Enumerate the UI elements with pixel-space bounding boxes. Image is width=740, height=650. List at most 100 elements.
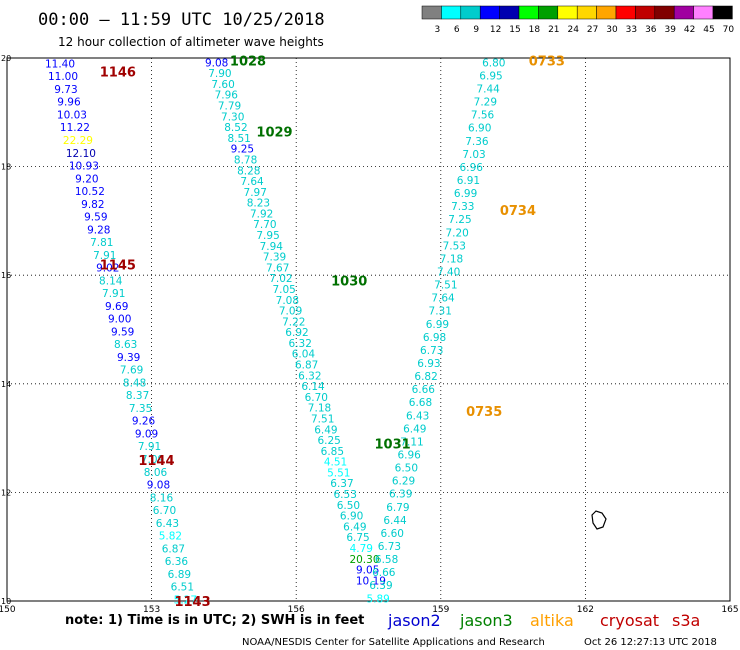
swh-point: 6.29 [392, 476, 415, 488]
time-label: 1143 [174, 595, 210, 610]
colorbar-swatch [576, 5, 597, 20]
swh-point: 7.67 [266, 262, 289, 274]
x-tick-label: 162 [577, 605, 594, 615]
colorbar-swatch [635, 5, 656, 20]
swh-point: 7.25 [448, 214, 471, 226]
legend-jason3: jason3 [459, 611, 513, 630]
swh-point: 8.78 [234, 154, 257, 166]
swh-point: 8.14 [99, 275, 123, 287]
swh-point: 9.69 [105, 301, 128, 313]
axis-ticks: 150 153 156 159 162 165 10 12 14 16 18 20 [0, 54, 739, 615]
swh-point: 6.51 [171, 582, 194, 594]
colorbar-swatch [557, 5, 578, 20]
colorbar-swatch [615, 5, 636, 20]
x-tick-label: 150 [0, 605, 16, 615]
colorbar-swatch [538, 5, 559, 20]
swh-point: 6.50 [337, 500, 360, 512]
colorbar-label: 70 [723, 25, 735, 35]
swh-point: 6.32 [289, 338, 312, 350]
swh-point: 7.91 [93, 250, 116, 262]
swh-point: 4.79 [350, 543, 373, 555]
swh-point: 9.73 [54, 84, 77, 96]
chart-title: 00:00 – 11:59 UTC 10/25/2018 [38, 10, 325, 30]
swh-point: 6.68 [409, 397, 432, 409]
swh-point: 8.28 [237, 165, 260, 177]
swh-point: 22.29 [63, 135, 93, 147]
swh-point: 8.51 [227, 133, 250, 145]
swh-point: 7.60 [211, 79, 234, 91]
colorbar-label: 27 [587, 25, 598, 35]
swh-point: 7.92 [250, 208, 273, 220]
swh-point: 9.08 [147, 480, 170, 492]
island-outline [591, 510, 607, 530]
legend-altika: altika [530, 611, 574, 630]
x-tick-label: 159 [432, 605, 449, 615]
swh-point: 4.51 [324, 457, 347, 469]
swh-point: 9.59 [111, 326, 134, 338]
swh-point: 7.51 [434, 280, 457, 292]
time-label: 1029 [256, 125, 292, 140]
colorbar-label: 33 [626, 25, 637, 35]
time-label: 0735 [466, 405, 502, 420]
footer-timestamp: Oct 26 12:27:13 UTC 2018 [584, 637, 717, 648]
colorbar-label: 18 [529, 25, 541, 35]
swh-point: 7.90 [208, 68, 231, 80]
swh-point: 5.27 [174, 594, 197, 606]
colorbar-swatch [712, 5, 733, 20]
swh-point: 7.31 [429, 306, 452, 318]
swh-point: 7.22 [282, 316, 305, 328]
swh-point: 6.96 [460, 162, 484, 174]
colorbar-swatch [693, 5, 714, 20]
colorbar-label: 45 [703, 25, 714, 35]
x-tick-label: 156 [288, 605, 305, 615]
swh-point: 7.97 [244, 187, 267, 199]
swh-point: 6.53 [334, 489, 357, 501]
swh-point: 6.99 [454, 188, 477, 200]
swh-point: 9.02 [96, 263, 119, 275]
swh-point: 6.49 [314, 424, 337, 436]
swh-point: 6.92 [285, 327, 308, 339]
colorbar-label: 6 [454, 25, 460, 35]
swh-point: 9.20 [75, 173, 98, 185]
swh-point: 7.53 [443, 240, 466, 252]
swh-point: 7.56 [471, 110, 495, 122]
swh-point: 11.40 [45, 58, 75, 70]
colorbar-label: 24 [567, 25, 579, 35]
swh-point: 7.64 [431, 293, 455, 305]
plot-frame [6, 57, 731, 602]
swh-point: 20.30 [349, 554, 379, 566]
colorbar-swatch [479, 5, 500, 20]
colorbar-swatch [596, 5, 617, 20]
swh-point: 6.25 [317, 435, 340, 447]
swh-point: 7.91 [138, 441, 161, 453]
swh-point: 6.58 [375, 554, 398, 566]
swh-point: 6.80 [482, 57, 505, 69]
swh-point: 9.25 [231, 144, 254, 156]
swh-point: 7.79 [218, 101, 241, 113]
swh-point: 7.09 [141, 454, 164, 466]
swh-point: 6.73 [420, 345, 443, 357]
swh-point: 6.90 [340, 511, 363, 523]
swh-point: 6.93 [417, 358, 440, 370]
swh-point: 7.11 [400, 436, 423, 448]
swh-point: 6.04 [292, 349, 316, 361]
swh-point: 9.09 [135, 428, 158, 440]
time-labels: 1146 1145 1144 1143 1028 1029 1030 1031 0733 0734… [100, 55, 565, 610]
swh-point: 6.75 [346, 532, 369, 544]
colorbar-label: 12 [490, 25, 501, 35]
footer-note: note: 1) Time is in UTC; 2) SWH is in fe… [65, 613, 364, 628]
swh-point: 6.82 [414, 371, 437, 383]
swh-point: 7.40 [437, 266, 460, 278]
swh-point: 9.08 [205, 57, 228, 69]
colorbar-label: 21 [548, 25, 559, 35]
swh-point: 7.29 [474, 97, 497, 109]
swh-point: 7.09 [279, 306, 302, 318]
swh-point: 7.02 [269, 273, 292, 285]
swh-point: 6.32 [298, 370, 321, 382]
swh-point: 6.44 [383, 515, 407, 527]
swh-point: 8.52 [224, 122, 247, 134]
y-tick-label: 16 [1, 271, 11, 280]
swh-point: 5.51 [327, 467, 350, 479]
swh-point: 10.93 [69, 161, 99, 173]
colorbar-label: 3 [435, 25, 441, 35]
